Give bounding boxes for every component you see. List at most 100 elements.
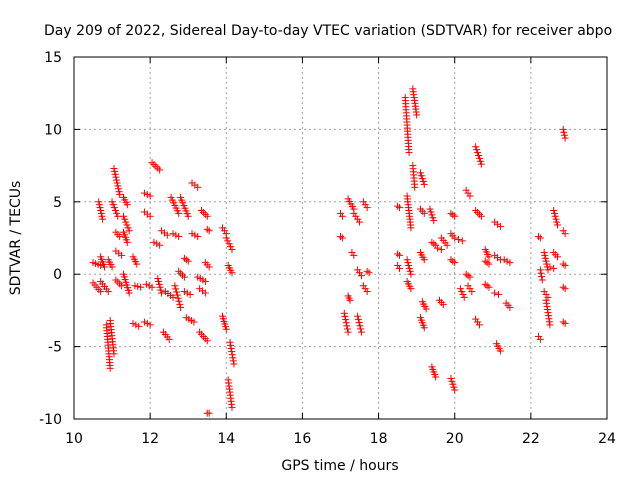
- data-point: [114, 182, 122, 190]
- data-point: [99, 215, 107, 223]
- data-point: [184, 257, 192, 265]
- data-point: [142, 280, 150, 288]
- data-point: [456, 285, 464, 293]
- data-point: [411, 183, 419, 191]
- data-point: [420, 180, 428, 188]
- data-point: [343, 322, 351, 330]
- data-point: [131, 282, 139, 290]
- plot-frame: [73, 56, 608, 420]
- data-point: [123, 221, 131, 229]
- data-point: [175, 233, 183, 241]
- data-point: [427, 208, 435, 216]
- data-point: [194, 183, 202, 191]
- data-point: [340, 309, 348, 317]
- data-point: [506, 304, 514, 312]
- data-point: [357, 328, 365, 336]
- data-point: [426, 205, 434, 213]
- data-point: [224, 237, 232, 245]
- data-point: [194, 233, 202, 241]
- data-point: [407, 224, 415, 232]
- data-point: [468, 288, 476, 296]
- data-point: [429, 214, 437, 222]
- data-point: [174, 294, 182, 302]
- data-point: [466, 273, 474, 281]
- data-point: [110, 350, 118, 358]
- data-point: [96, 204, 104, 212]
- data-point: [543, 260, 551, 268]
- data-point: [173, 288, 181, 296]
- y-tick-label: -10: [39, 412, 62, 428]
- data-point: [451, 234, 459, 242]
- data-point: [418, 175, 426, 183]
- data-point: [466, 192, 474, 200]
- data-point: [561, 285, 569, 293]
- data-point: [143, 191, 151, 199]
- data-point: [503, 257, 511, 265]
- data-point: [122, 218, 130, 226]
- data-point: [341, 312, 349, 320]
- data-point: [155, 280, 163, 288]
- data-point: [542, 257, 550, 265]
- data-point: [354, 312, 362, 320]
- data-point: [163, 231, 171, 239]
- data-point: [156, 283, 164, 291]
- data-point: [506, 259, 514, 267]
- data-point: [346, 296, 354, 304]
- data-point: [184, 212, 192, 220]
- data-point: [186, 290, 194, 298]
- y-tick-label: 0: [53, 267, 62, 283]
- data-point: [111, 167, 119, 175]
- data-point: [106, 364, 114, 372]
- data-point: [413, 111, 421, 119]
- data-point: [175, 297, 183, 305]
- data-point: [118, 282, 126, 290]
- data-point: [104, 288, 112, 296]
- data-point: [158, 289, 166, 297]
- data-point: [146, 192, 154, 200]
- data-point: [537, 269, 545, 277]
- data-point: [458, 288, 466, 296]
- data-point: [437, 246, 445, 254]
- data-point: [111, 206, 119, 214]
- data-point: [447, 374, 455, 382]
- data-point: [420, 209, 428, 217]
- data-point: [226, 338, 234, 346]
- data-point: [143, 319, 151, 327]
- data-point: [474, 149, 482, 157]
- y-tick-label: -5: [48, 340, 62, 356]
- data-point: [496, 347, 504, 355]
- data-point: [472, 143, 480, 151]
- data-point: [407, 285, 415, 293]
- y-tick-label: 15: [44, 50, 62, 66]
- data-point: [129, 319, 137, 327]
- data-point: [169, 230, 177, 238]
- data-point: [350, 251, 358, 259]
- data-point: [137, 283, 145, 291]
- data-point: [228, 351, 236, 359]
- data-point: [396, 264, 404, 272]
- data-point: [97, 206, 105, 214]
- data-point: [416, 169, 424, 177]
- data-point: [140, 318, 148, 326]
- data-point: [448, 377, 456, 385]
- data-point: [222, 234, 230, 242]
- data-point: [405, 264, 413, 272]
- data-point: [355, 319, 363, 327]
- data-point: [476, 157, 484, 165]
- data-point: [177, 304, 185, 312]
- data-point: [172, 285, 180, 293]
- data-point: [450, 383, 458, 391]
- data-point: [205, 227, 213, 235]
- data-point: [536, 335, 544, 343]
- data-point: [475, 154, 483, 162]
- data-point: [406, 267, 414, 275]
- data-point: [148, 283, 156, 291]
- data-point: [97, 262, 105, 270]
- data-point: [475, 151, 483, 159]
- y-tick-label: 10: [44, 122, 62, 138]
- data-point: [552, 215, 560, 223]
- data-point: [203, 337, 211, 345]
- data-point: [133, 260, 141, 268]
